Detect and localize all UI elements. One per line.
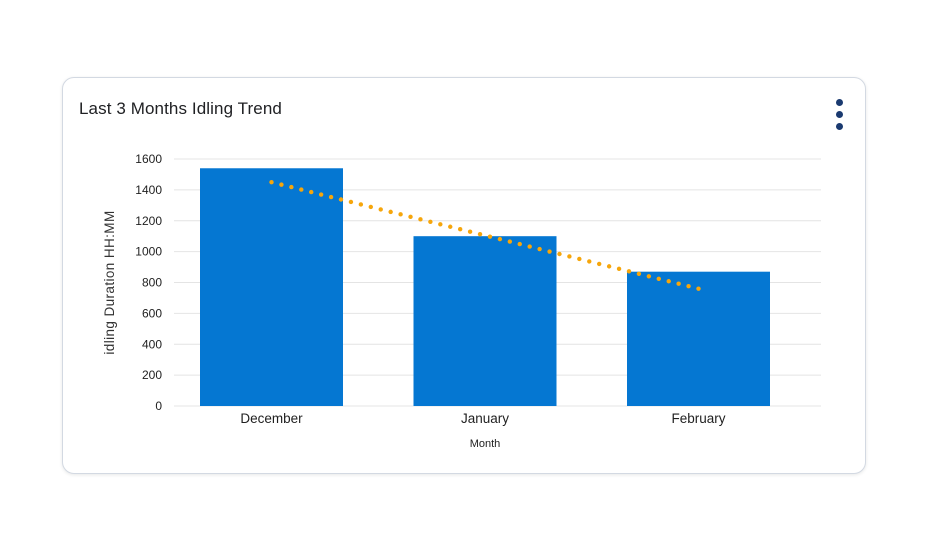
trendline-dot [338, 197, 344, 202]
y-tick-label: 0 [155, 399, 162, 413]
y-axis-title: idling Duration HH:MM [102, 210, 117, 354]
trendline-dot [577, 256, 582, 262]
y-tick-label: 800 [142, 276, 162, 290]
card-title: Last 3 Months Idling Trend [79, 99, 282, 118]
x-tick-label-december: December [240, 411, 303, 426]
y-tick-label: 400 [142, 337, 162, 351]
trendline-dot [537, 246, 542, 252]
trendline-dot [596, 261, 602, 267]
kebab-dot [835, 122, 843, 130]
trendline-dot [517, 241, 522, 247]
trendline-dot [557, 251, 562, 257]
trendline-dot [448, 224, 453, 229]
y-tick-label: 600 [142, 306, 162, 320]
trendline-dot [696, 286, 701, 291]
trendline-dot [626, 269, 632, 274]
trendline-dot [309, 189, 314, 195]
kebab-dot [835, 98, 843, 106]
trendline-dot [328, 194, 334, 200]
y-tick-label: 200 [142, 368, 162, 382]
trendline-dot [438, 222, 443, 227]
x-axis-title: Month [470, 438, 501, 450]
y-tick-label: 1400 [135, 183, 162, 197]
kebab-menu-icon[interactable] [829, 96, 849, 132]
bar-january[interactable] [413, 236, 557, 406]
trendline-dot [636, 271, 642, 277]
bar-february[interactable] [627, 271, 770, 406]
trendline-dot [368, 204, 374, 210]
trendline-dot [646, 274, 652, 279]
trendline-dot [606, 264, 612, 269]
trendline-dot [656, 276, 661, 281]
trendline-dot [477, 231, 483, 237]
trendline-dot [299, 187, 304, 192]
trendline-dot [358, 202, 364, 207]
trendline-dot [527, 244, 532, 249]
trendline-dot [418, 217, 423, 222]
trendline-dot [269, 179, 274, 185]
trendline-dot [497, 236, 503, 242]
y-tick-label: 1200 [135, 214, 162, 228]
trendline-dot [567, 254, 572, 259]
x-tick-label-january: January [461, 411, 509, 426]
trendline-dot [686, 283, 691, 289]
trendline-dot [318, 192, 324, 197]
kebab-dot [835, 110, 843, 118]
trendline-dot [467, 229, 473, 234]
trendline-dot [378, 207, 383, 212]
x-tick-label-february: February [671, 411, 725, 426]
trendline-dot [507, 239, 513, 244]
trendline-dot [289, 184, 294, 190]
trendline-dot [408, 214, 413, 220]
idling-trend-card: 0 200 400 600 800 1000 1200 1400 1600 idling Dura… [62, 77, 866, 474]
trendline-dot [666, 279, 671, 284]
trendline-dot [676, 281, 681, 286]
trendline-dot [587, 259, 592, 264]
trendline-dot [547, 249, 552, 254]
y-tick-label: 1600 [135, 152, 162, 166]
trendline-dot [616, 266, 622, 272]
trendline-dot [279, 182, 284, 187]
trendline-dot [398, 212, 403, 217]
trendline-dot [457, 227, 463, 232]
bar-december[interactable] [200, 168, 343, 406]
trendline-dot [348, 199, 354, 205]
trendline-dot [487, 234, 493, 239]
bar-chart-svg: 0 200 400 600 800 1000 1200 1400 1600 idling Dura… [102, 152, 821, 450]
trendline-dot [428, 219, 433, 224]
trendline-dot [388, 209, 393, 215]
y-tick-label: 1000 [135, 245, 162, 259]
